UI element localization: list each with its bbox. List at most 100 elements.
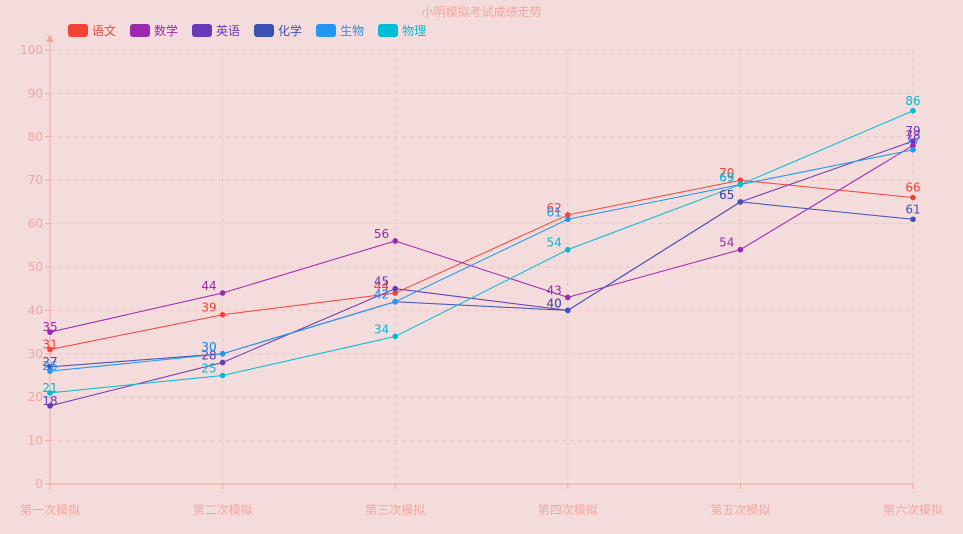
- series-line: [49, 110, 914, 394]
- data-point: [392, 290, 399, 296]
- legend-label: 物理: [402, 24, 427, 38]
- data-point: [219, 351, 226, 357]
- y-tick-label: 70: [28, 173, 43, 187]
- legend-swatch: [130, 24, 151, 37]
- legend-label: 英语: [216, 24, 241, 38]
- y-tick-label: 0: [35, 477, 43, 491]
- data-point: [219, 311, 226, 318]
- data-point: [392, 298, 399, 305]
- legend-item-huaxue[interactable]: 化学: [254, 22, 302, 39]
- x-tick-label: 第一次模拟: [20, 503, 80, 517]
- legend-item-shengwu[interactable]: 生物: [316, 22, 364, 39]
- y-tick-label: 100: [20, 43, 43, 57]
- data-label: 56: [374, 227, 389, 241]
- y-tick-label: 20: [28, 390, 43, 404]
- data-label: 45: [374, 275, 389, 289]
- data-point: [392, 285, 399, 292]
- data-point: [910, 194, 916, 201]
- data-point: [565, 294, 571, 301]
- data-point: [910, 142, 916, 149]
- y-tick-label: 90: [28, 86, 43, 100]
- data-point: [219, 372, 226, 379]
- legend-item-shuxue[interactable]: 数学: [130, 22, 178, 39]
- data-point: [910, 138, 916, 144]
- data-label: 26: [42, 359, 57, 373]
- y-tick-label: 60: [28, 217, 43, 231]
- legend-item-yuwen[interactable]: 语文: [68, 22, 116, 39]
- data-label: 43: [547, 283, 562, 297]
- y-tick-label: 50: [28, 260, 43, 274]
- data-label: 54: [547, 236, 562, 250]
- data-label: 25: [201, 362, 216, 376]
- legend-item-wuli[interactable]: 物理: [378, 22, 426, 39]
- data-label: 44: [374, 279, 389, 293]
- legend-item-yingyu[interactable]: 英语: [192, 22, 240, 39]
- data-point: [47, 403, 53, 409]
- legend-label: 数学: [154, 24, 179, 38]
- legend-label: 生物: [340, 24, 365, 38]
- data-point: [565, 216, 571, 223]
- legend-swatch: [316, 24, 337, 37]
- chart-title: 小明模拟考试成绩走势: [421, 5, 542, 19]
- data-label: 61: [547, 205, 562, 219]
- legend-label: 化学: [278, 24, 303, 38]
- data-label: 70: [719, 166, 734, 180]
- legend-swatch: [254, 24, 275, 37]
- data-label: 79: [905, 124, 920, 138]
- data-point: [219, 290, 226, 296]
- data-label: 69: [719, 171, 734, 185]
- data-label: 42: [374, 288, 389, 302]
- data-point: [47, 368, 53, 374]
- data-label: 34: [374, 322, 389, 336]
- series-line: [49, 145, 914, 333]
- data-point: [392, 333, 399, 340]
- y-tick-label: 10: [28, 434, 43, 448]
- data-point: [47, 346, 53, 353]
- data-label: 62: [547, 201, 562, 215]
- data-point: [392, 238, 399, 244]
- data-point: [47, 329, 53, 335]
- legend-swatch: [192, 24, 213, 37]
- data-point: [565, 212, 571, 218]
- data-label: 54: [719, 236, 734, 250]
- series-line: [49, 179, 914, 350]
- data-point: [47, 364, 53, 370]
- x-tick-label: 第五次模拟: [710, 503, 770, 517]
- x-tick-label: 第三次模拟: [365, 503, 425, 517]
- data-point: [737, 177, 744, 183]
- data-label: 65: [719, 188, 734, 202]
- series-line: [49, 149, 914, 372]
- data-label: 39: [201, 301, 216, 315]
- data-label: 61: [905, 202, 920, 216]
- data-label: 31: [42, 337, 57, 351]
- data-label: 40: [547, 296, 562, 310]
- data-label: 65: [719, 188, 734, 202]
- x-tick-label: 第六次模拟: [883, 503, 943, 517]
- data-point: [737, 246, 744, 253]
- data-point: [910, 216, 916, 223]
- data-label: 78: [905, 128, 920, 142]
- data-label: 21: [42, 381, 57, 395]
- legend-label: 语文: [92, 24, 117, 38]
- x-tick-label: 第四次模拟: [538, 503, 598, 517]
- data-label: 30: [201, 340, 216, 354]
- data-label: 35: [42, 320, 57, 334]
- legend-swatch: [378, 24, 399, 37]
- data-point: [737, 181, 744, 188]
- data-label: 40: [547, 296, 562, 310]
- data-label: 30: [201, 340, 216, 354]
- data-label: 27: [42, 355, 57, 369]
- y-axis-arrow: [46, 34, 54, 42]
- data-label: 18: [42, 394, 57, 408]
- legend-swatch: [68, 24, 88, 37]
- data-point: [910, 147, 916, 153]
- y-tick-label: 80: [28, 130, 43, 144]
- data-label: 86: [905, 94, 920, 108]
- data-label: 66: [905, 181, 920, 195]
- data-point: [737, 199, 744, 205]
- data-point: [910, 107, 916, 114]
- data-label: 42: [374, 288, 389, 302]
- x-tick-label: 第二次模拟: [193, 503, 253, 517]
- data-label: 69: [719, 171, 734, 185]
